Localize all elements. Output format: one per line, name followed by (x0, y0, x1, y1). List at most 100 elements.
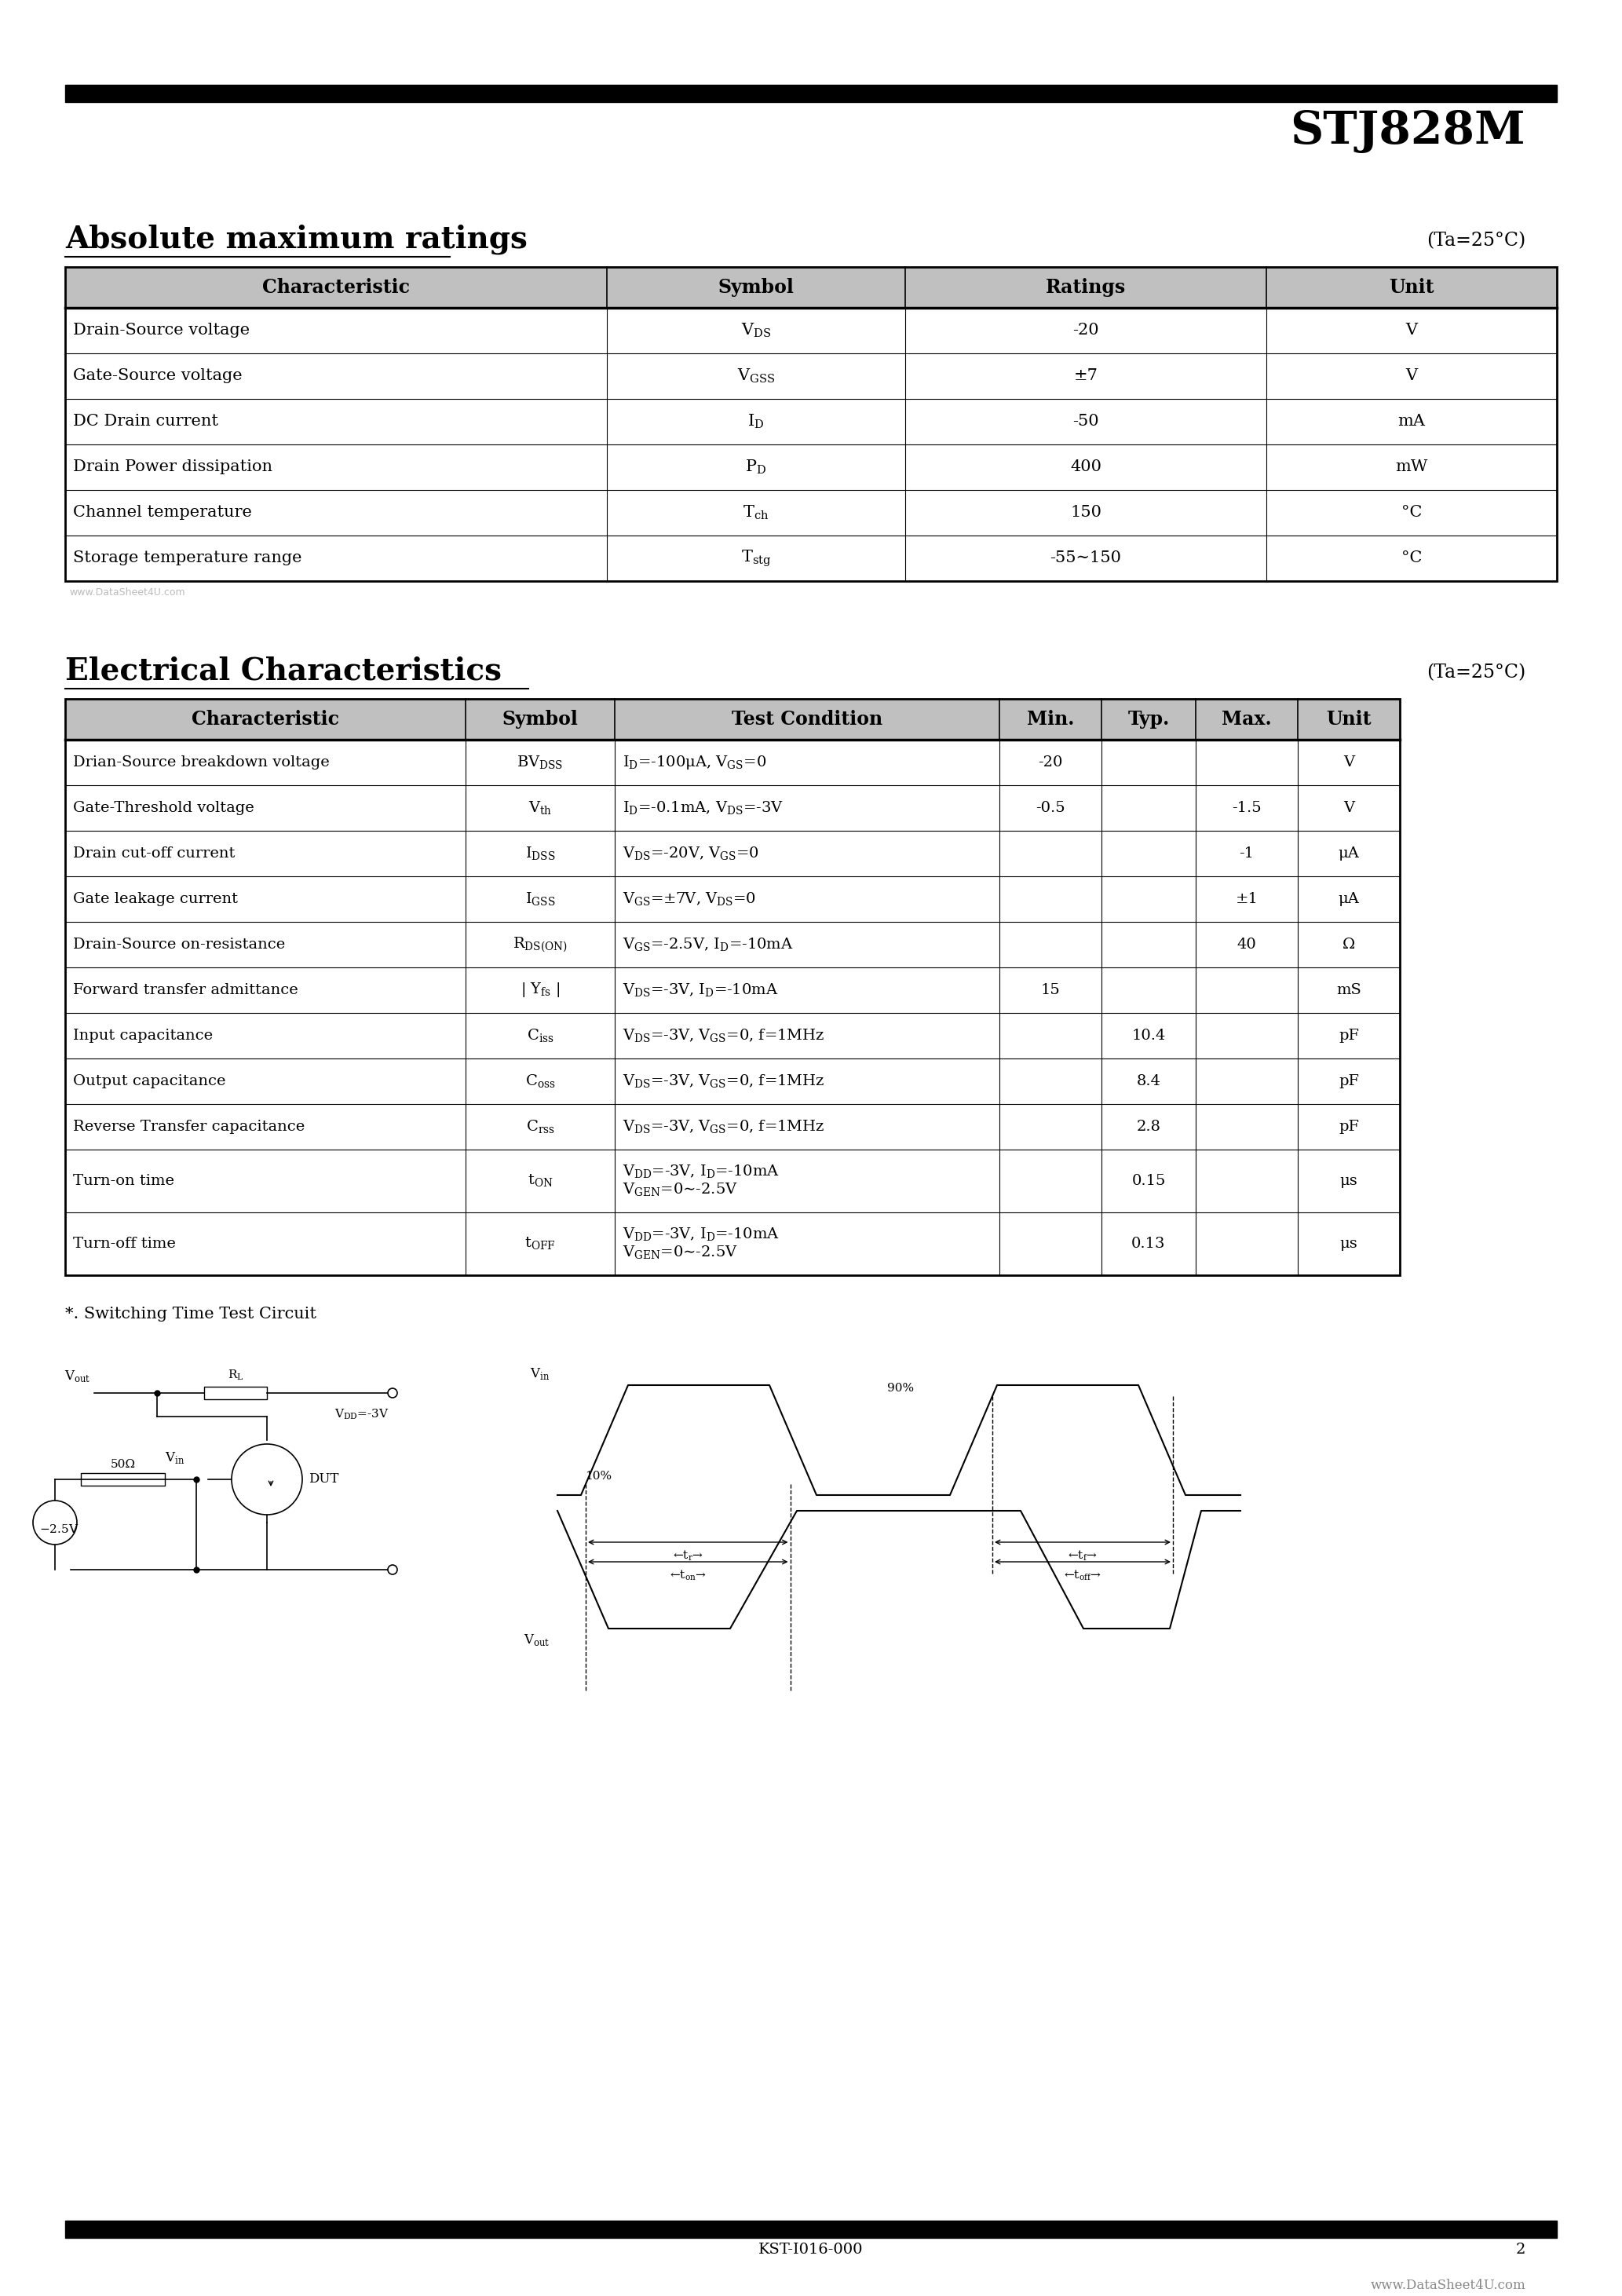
Bar (65, 489, 1557, 535)
Bar (65, 400, 1557, 445)
Bar (65, 2220, 1557, 2239)
Text: BV$_\mathregular{DSS}$: BV$_\mathregular{DSS}$ (517, 753, 563, 771)
Text: t$_\mathregular{OFF}$: t$_\mathregular{OFF}$ (524, 1235, 556, 1251)
Text: ←t$_\mathregular{off}$→: ←t$_\mathregular{off}$→ (1064, 1568, 1101, 1582)
Text: V$_\mathregular{out}$: V$_\mathregular{out}$ (63, 1368, 91, 1384)
Text: I$_\mathregular{D}$=-100μA, V$_\mathregular{GS}$=0: I$_\mathregular{D}$=-100μA, V$_\mathregu… (623, 753, 767, 771)
Bar (65, 354, 1557, 400)
Bar (65, 967, 1400, 1013)
Text: I$_\mathregular{DSS}$: I$_\mathregular{DSS}$ (526, 845, 555, 861)
Text: Drain cut-off current: Drain cut-off current (73, 847, 235, 861)
Text: V$_\mathregular{DS}$=-3V, V$_\mathregular{GS}$=0, f=1MHz: V$_\mathregular{DS}$=-3V, V$_\mathregula… (623, 1026, 824, 1045)
Text: Symbol: Symbol (503, 709, 577, 728)
Text: Ratings: Ratings (1046, 278, 1126, 296)
Text: T$_\mathregular{stg}$: T$_\mathregular{stg}$ (741, 549, 770, 569)
Text: Channel temperature: Channel temperature (73, 505, 251, 521)
Text: V$_\mathregular{in}$: V$_\mathregular{in}$ (165, 1451, 185, 1465)
Text: V$_\mathregular{out}$: V$_\mathregular{out}$ (524, 1632, 550, 1649)
Text: 8.4: 8.4 (1137, 1075, 1161, 1088)
Text: 2.8: 2.8 (1137, 1120, 1161, 1134)
Text: V: V (1406, 370, 1418, 383)
Text: pF: pF (1338, 1075, 1359, 1088)
Bar (65, 698, 1400, 739)
Text: Unit: Unit (1388, 278, 1434, 296)
Text: -1: -1 (1239, 847, 1254, 861)
Text: -55∼150: -55∼150 (1049, 551, 1121, 565)
Bar (81, 1474, 165, 1486)
Text: Gate-Source voltage: Gate-Source voltage (73, 370, 242, 383)
Text: Input capacitance: Input capacitance (73, 1029, 212, 1042)
Text: -20: -20 (1038, 755, 1062, 769)
Text: Characteristic: Characteristic (263, 278, 410, 296)
Text: V$_\mathregular{in}$: V$_\mathregular{in}$ (530, 1366, 550, 1382)
Text: www.DataSheet4U.com: www.DataSheet4U.com (1371, 2278, 1525, 2291)
Text: *. Switching Time Test Circuit: *. Switching Time Test Circuit (65, 1306, 316, 1322)
Text: 400: 400 (1071, 459, 1101, 475)
Text: Reverse Transfer capacitance: Reverse Transfer capacitance (73, 1120, 305, 1134)
Bar (65, 266, 1557, 581)
Text: 10%: 10% (586, 1472, 611, 1481)
Bar (65, 266, 1557, 308)
Text: Drian-Source breakdown voltage: Drian-Source breakdown voltage (73, 755, 329, 769)
Text: Drain Power dissipation: Drain Power dissipation (73, 459, 272, 475)
Bar (65, 698, 1400, 1274)
Text: Storage temperature range: Storage temperature range (73, 551, 302, 565)
Text: 40: 40 (1238, 937, 1257, 953)
Text: V: V (1406, 324, 1418, 338)
Text: pF: pF (1338, 1029, 1359, 1042)
Text: V$_\mathregular{th}$: V$_\mathregular{th}$ (529, 799, 551, 817)
Text: Electrical Characteristics: Electrical Characteristics (65, 657, 501, 687)
Text: www.DataSheet4U.com: www.DataSheet4U.com (70, 588, 185, 597)
Circle shape (32, 1502, 76, 1545)
Text: V$_\mathregular{DS}$: V$_\mathregular{DS}$ (741, 321, 770, 340)
Text: Absolute maximum ratings: Absolute maximum ratings (65, 223, 527, 255)
Text: DUT: DUT (308, 1472, 339, 1486)
Text: 0.15: 0.15 (1132, 1173, 1166, 1187)
Text: V$_\mathregular{DS}$=-3V, V$_\mathregular{GS}$=0, f=1MHz: V$_\mathregular{DS}$=-3V, V$_\mathregula… (623, 1118, 824, 1134)
Text: Typ.: Typ. (1127, 709, 1169, 728)
Bar (65, 785, 1400, 831)
Circle shape (388, 1389, 397, 1398)
Text: V$_\mathregular{DD}$=-3V, I$_\mathregular{D}$=-10mA: V$_\mathregular{DD}$=-3V, I$_\mathregula… (623, 1226, 780, 1244)
Text: DC Drain current: DC Drain current (73, 413, 219, 429)
Text: $-$2.5V: $-$2.5V (39, 1522, 79, 1534)
Text: C$_\mathregular{oss}$: C$_\mathregular{oss}$ (526, 1072, 555, 1091)
Text: V$_\mathregular{GS}$=-2.5V, I$_\mathregular{D}$=-10mA: V$_\mathregular{GS}$=-2.5V, I$_\mathregu… (623, 937, 793, 953)
Text: (Ta=25°C): (Ta=25°C) (1426, 664, 1525, 682)
Text: Forward transfer admittance: Forward transfer admittance (73, 983, 298, 996)
Text: 90%: 90% (887, 1382, 913, 1394)
Text: μs: μs (1340, 1238, 1358, 1251)
Bar (65, 445, 1557, 489)
Text: V$_\mathregular{DD}$=-3V, I$_\mathregular{D}$=-10mA: V$_\mathregular{DD}$=-3V, I$_\mathregula… (623, 1164, 780, 1180)
Text: mW: mW (1395, 459, 1427, 475)
Text: V$_\mathregular{DD}$=-3V: V$_\mathregular{DD}$=-3V (334, 1407, 389, 1421)
Text: ±7: ±7 (1074, 370, 1098, 383)
Text: μA: μA (1338, 893, 1359, 907)
Bar (65, 923, 1400, 967)
Bar (65, 535, 1557, 581)
Text: R$_\mathregular{L}$: R$_\mathregular{L}$ (227, 1368, 243, 1382)
Text: V$_\mathregular{DS}$=-3V, I$_\mathregular{D}$=-10mA: V$_\mathregular{DS}$=-3V, I$_\mathregula… (623, 983, 779, 999)
Text: Characteristic: Characteristic (191, 709, 339, 728)
Text: °C: °C (1401, 551, 1422, 565)
Text: -1.5: -1.5 (1233, 801, 1262, 815)
Text: V$_\mathregular{DS}$=-20V, V$_\mathregular{GS}$=0: V$_\mathregular{DS}$=-20V, V$_\mathregul… (623, 845, 759, 861)
Text: -0.5: -0.5 (1036, 801, 1066, 815)
Circle shape (388, 1566, 397, 1575)
Text: Drain-Source voltage: Drain-Source voltage (73, 324, 250, 338)
Text: Min.: Min. (1027, 709, 1074, 728)
Text: 15: 15 (1041, 983, 1061, 996)
Text: mA: mA (1398, 413, 1426, 429)
Text: Output capacitance: Output capacitance (73, 1075, 225, 1088)
Text: μA: μA (1338, 847, 1359, 861)
Bar (65, 85, 1557, 101)
Text: mS: mS (1337, 983, 1361, 996)
Text: I$_\mathregular{GSS}$: I$_\mathregular{GSS}$ (526, 891, 555, 907)
Text: R$_\mathregular{DS(ON)}$: R$_\mathregular{DS(ON)}$ (513, 934, 568, 955)
Circle shape (232, 1444, 302, 1515)
Text: Max.: Max. (1221, 709, 1272, 728)
Text: ←t$_\mathregular{on}$→: ←t$_\mathregular{on}$→ (670, 1568, 707, 1582)
Text: Gate-Threshold voltage: Gate-Threshold voltage (73, 801, 255, 815)
Text: V$_\mathregular{GS}$=±7V, V$_\mathregular{DS}$=0: V$_\mathregular{GS}$=±7V, V$_\mathregula… (623, 891, 756, 907)
Text: T$_\mathregular{ch}$: T$_\mathregular{ch}$ (743, 503, 769, 521)
